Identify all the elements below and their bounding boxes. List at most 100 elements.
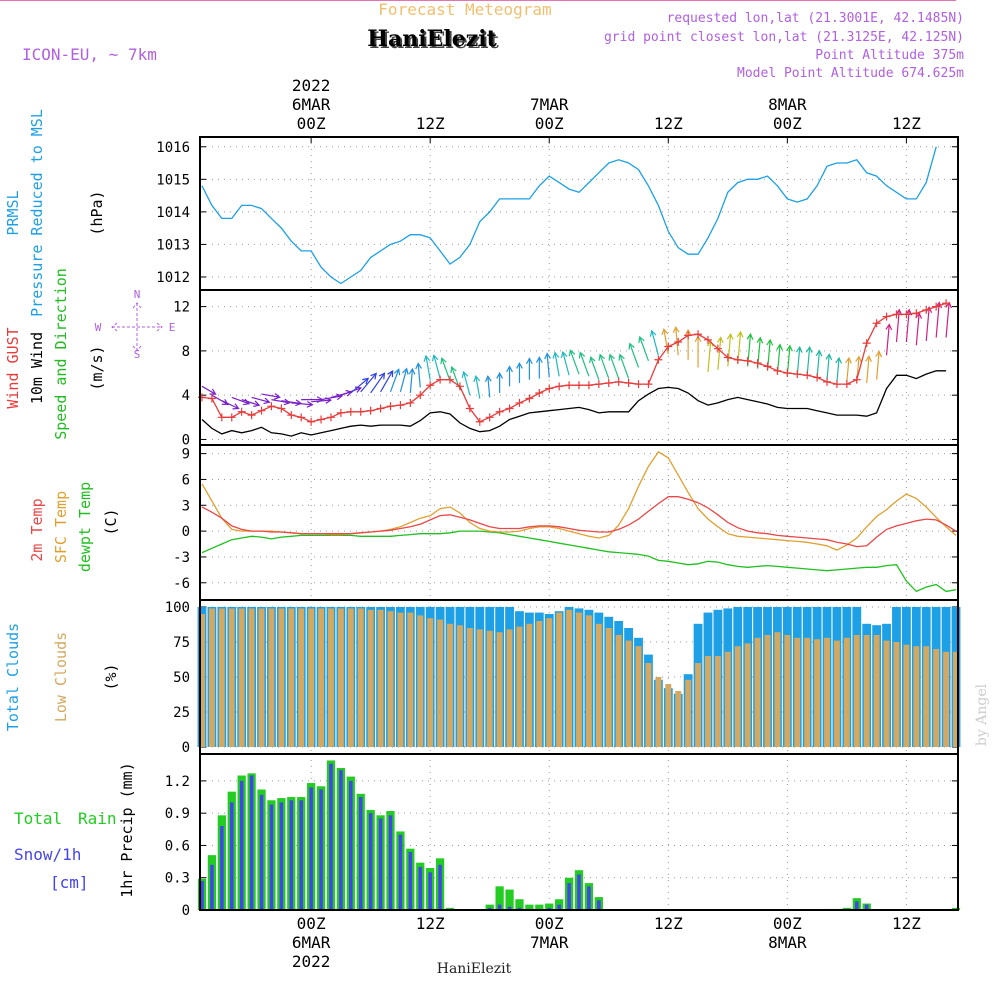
- wind-arrow: [360, 372, 377, 393]
- low-cloud-bar: [457, 625, 463, 747]
- gust-marker: [366, 406, 375, 415]
- low-cloud-bar: [516, 626, 523, 747]
- precip-snow-bar: [299, 800, 303, 910]
- low-cloud-bar: [933, 649, 940, 747]
- wind-arrow-shaft: [806, 347, 811, 376]
- precip-snow-bar: [378, 818, 383, 910]
- wind-arrow: [805, 345, 813, 376]
- wind-arrow-head: [393, 368, 401, 376]
- low-cloud-bar: [466, 628, 473, 747]
- top-date-label: 00Z: [535, 114, 564, 133]
- top-date-label: 7MAR: [530, 95, 569, 114]
- gust-marker: [684, 331, 693, 340]
- wind-arrow: [535, 356, 543, 379]
- wind-arrow-head: [263, 397, 271, 405]
- wind-arrow: [716, 336, 724, 370]
- low-cloud-bar: [486, 630, 493, 747]
- clouds-ytick-label: 75: [173, 635, 190, 651]
- wind-arrow: [291, 400, 314, 408]
- top-date-label: 2022: [292, 76, 331, 95]
- wind-arrow-head: [875, 350, 883, 358]
- gust-marker: [227, 413, 236, 422]
- bottom-date-label: 12Z: [654, 914, 683, 933]
- gust-marker: [495, 407, 504, 416]
- low-cloud-bar: [278, 608, 285, 747]
- wind-arrow: [241, 399, 261, 407]
- low-cloud-bar: [308, 608, 315, 747]
- clouds-ytick-label: 50: [173, 670, 190, 686]
- low-cloud-bar: [774, 632, 781, 747]
- gust-marker: [346, 407, 355, 416]
- wind-arrow-head: [786, 344, 793, 352]
- wind-arrow-head: [283, 398, 291, 406]
- clouds-ytick-label: 25: [173, 705, 190, 721]
- pressure-plot-area: [200, 137, 958, 290]
- gust-marker: [813, 373, 822, 382]
- wind-arrow-shaft: [409, 369, 414, 394]
- wind-arrow-head: [649, 329, 657, 337]
- top-date-label: 8MAR: [768, 95, 807, 114]
- wind-arrow-shaft: [221, 400, 239, 410]
- low-cloud-bar: [794, 637, 801, 747]
- wind-arrow-head: [378, 372, 386, 380]
- wind-arrow-shaft: [433, 355, 441, 379]
- low-cloud-bar: [377, 609, 384, 747]
- closest-coords: grid point closest lon,lat (21.3125E, 42…: [604, 30, 964, 45]
- low-cloud-bar: [655, 677, 662, 747]
- gust-marker: [336, 408, 345, 417]
- wind-arrow-shaft: [629, 343, 640, 368]
- temperature-ytick-label: 6: [182, 472, 190, 488]
- low-cloud-bar: [675, 691, 682, 747]
- wind-arrow-shaft: [340, 387, 362, 396]
- station-title: HaniElezit: [367, 26, 497, 52]
- pressure-ytick-label: 1015: [156, 172, 190, 188]
- gust-marker: [317, 415, 326, 424]
- precip-total-bar: [445, 907, 455, 910]
- wind-arrow-shaft: [846, 357, 850, 382]
- pressure-line: [201, 146, 937, 285]
- wind-arrow: [271, 398, 291, 406]
- gust-marker: [386, 402, 395, 411]
- low-cloud-bar: [893, 642, 900, 747]
- wind-arrow-head: [370, 372, 377, 380]
- cloud-label-low: Low Clouds: [52, 632, 70, 722]
- wind-arrow: [895, 308, 903, 343]
- low-cloud-bar: [953, 651, 959, 747]
- wind-arrow-head: [496, 371, 504, 379]
- wind-ylabel: (m/s): [88, 345, 106, 390]
- low-cloud-bar: [496, 632, 503, 747]
- wind-arrow-shaft: [579, 352, 590, 377]
- wind-arrow-shaft: [562, 351, 570, 376]
- low-cloud-bar: [199, 614, 205, 747]
- gust-marker: [624, 379, 633, 387]
- gust-marker: [217, 413, 226, 422]
- wind-arrow-shaft: [231, 396, 250, 405]
- wind-arrow-head: [431, 354, 439, 362]
- gust-marker: [703, 335, 712, 344]
- wind-arrow-shaft: [425, 355, 431, 380]
- precip-snow-bar: [269, 804, 274, 910]
- top-date-label: 12Z: [654, 114, 683, 133]
- model-label: ICON-EU, ~ 7km: [22, 45, 157, 64]
- wind-arrow-head: [221, 398, 229, 406]
- wind-arrow-shaft: [590, 356, 600, 380]
- wind-arrow-head: [440, 357, 447, 365]
- gust-marker: [882, 312, 891, 321]
- compass-s: S: [134, 348, 141, 361]
- wind-arrow: [845, 356, 852, 382]
- precip-total-bar: [505, 889, 514, 910]
- wind-arrow: [825, 353, 833, 380]
- wind-arrow-head: [684, 328, 692, 336]
- wind-arrow-head: [766, 338, 774, 346]
- wind-arrow-head: [925, 306, 933, 313]
- wind-arrow: [885, 323, 893, 356]
- bottom-date-label: 00Z: [773, 914, 802, 933]
- low-cloud-bar: [923, 646, 930, 747]
- temperature-ytick-label: 9: [182, 447, 190, 463]
- precip-snow-bar: [279, 802, 284, 910]
- low-cloud-bar: [367, 609, 374, 747]
- low-cloud-bar: [685, 679, 692, 747]
- precip-label-cm: [cm]: [50, 873, 89, 892]
- low-cloud-bar: [665, 684, 672, 747]
